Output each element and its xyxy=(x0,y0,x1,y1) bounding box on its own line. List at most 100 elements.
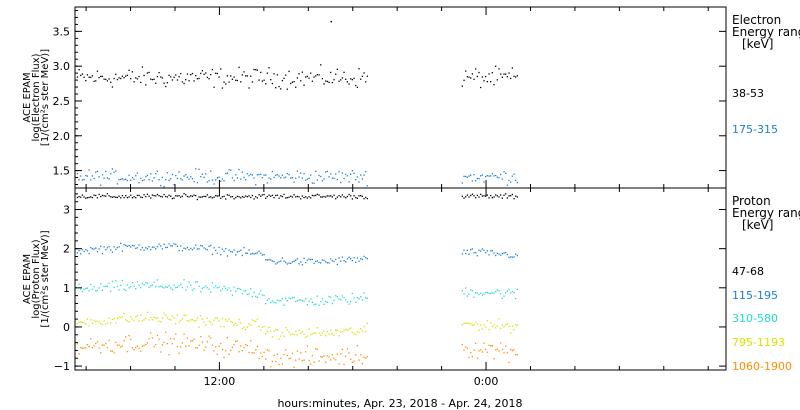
data-point xyxy=(295,259,297,261)
data-point xyxy=(256,252,259,254)
data-point xyxy=(236,340,239,342)
data-point xyxy=(270,79,272,81)
data-point xyxy=(153,78,155,80)
data-point xyxy=(503,326,505,328)
data-point xyxy=(116,317,119,320)
y-label-line: [1/(cm²s ster MeV)] xyxy=(40,230,51,327)
data-point xyxy=(138,244,140,246)
data-point xyxy=(116,196,119,199)
data-point xyxy=(106,177,109,179)
data-point xyxy=(313,332,315,334)
y-label-line: [1/(cm²s ster MeV)] xyxy=(40,49,51,146)
data-point xyxy=(161,344,164,346)
data-point xyxy=(350,358,352,360)
data-point xyxy=(213,86,215,88)
data-point xyxy=(496,252,499,254)
data-point xyxy=(133,285,135,287)
data-point xyxy=(205,72,207,74)
data-point xyxy=(210,291,212,293)
data-point xyxy=(328,81,330,83)
data-point xyxy=(365,330,367,333)
data-point xyxy=(315,260,317,263)
data-point xyxy=(306,197,309,199)
data-point xyxy=(195,195,197,197)
legend-entry: 310-580 xyxy=(732,312,778,325)
data-point xyxy=(506,197,509,199)
data-point xyxy=(96,170,99,173)
data-point xyxy=(296,300,299,302)
data-point xyxy=(328,176,330,178)
data-point xyxy=(360,195,362,197)
data-point xyxy=(78,321,80,323)
data-point xyxy=(176,79,179,81)
data-point xyxy=(490,194,492,197)
data-point xyxy=(478,329,480,331)
data-point xyxy=(163,287,165,289)
data-point xyxy=(500,254,502,256)
data-point xyxy=(241,349,244,352)
data-point xyxy=(243,290,245,292)
data-point xyxy=(233,179,235,182)
data-point xyxy=(106,322,109,324)
data-point xyxy=(348,181,350,183)
electron-frame xyxy=(74,6,727,189)
data-point xyxy=(83,288,85,290)
data-point xyxy=(320,356,322,358)
data-point xyxy=(101,323,104,326)
data-point xyxy=(105,170,107,173)
data-point xyxy=(315,348,317,350)
data-point xyxy=(350,195,352,197)
data-point xyxy=(243,71,245,73)
data-point xyxy=(113,77,115,80)
data-point xyxy=(223,180,225,182)
data-point xyxy=(161,176,164,179)
data-point xyxy=(515,354,517,356)
data-point xyxy=(81,249,84,251)
data-point xyxy=(130,316,132,318)
data-point xyxy=(355,84,357,87)
data-point xyxy=(311,80,314,82)
data-point xyxy=(298,176,300,178)
data-point xyxy=(146,282,149,285)
data-point xyxy=(283,193,285,196)
y-label-line: log(Electron Flux) xyxy=(31,53,42,141)
data-point xyxy=(276,353,279,355)
data-point xyxy=(188,178,190,180)
data-point xyxy=(205,324,207,326)
data-point xyxy=(301,359,304,362)
data-point xyxy=(146,193,149,195)
data-point xyxy=(486,320,489,322)
data-point xyxy=(315,170,317,172)
data-point xyxy=(485,252,487,254)
data-point xyxy=(485,75,487,78)
data-point xyxy=(486,292,489,294)
data-point xyxy=(275,360,277,363)
data-point xyxy=(465,196,467,198)
data-point xyxy=(263,325,265,328)
data-point xyxy=(223,250,225,252)
data-point xyxy=(483,249,485,251)
data-point xyxy=(235,290,237,292)
data-point xyxy=(288,331,290,333)
data-point xyxy=(511,349,514,352)
data-point xyxy=(231,78,234,80)
data-point xyxy=(310,334,312,336)
data-point xyxy=(156,76,159,78)
data-point xyxy=(320,334,322,336)
data-point xyxy=(266,349,269,351)
data-point xyxy=(301,71,304,73)
data-point xyxy=(238,351,240,353)
data-point xyxy=(478,177,480,180)
data-point xyxy=(248,87,250,89)
data-point xyxy=(325,335,327,337)
data-point xyxy=(86,287,89,289)
data-point xyxy=(356,176,359,178)
data-point xyxy=(343,71,345,74)
data-point xyxy=(171,315,174,317)
data-point xyxy=(330,359,332,361)
data-point xyxy=(285,349,287,351)
data-point xyxy=(268,326,270,328)
data-point xyxy=(468,175,470,177)
data-point xyxy=(495,174,497,177)
